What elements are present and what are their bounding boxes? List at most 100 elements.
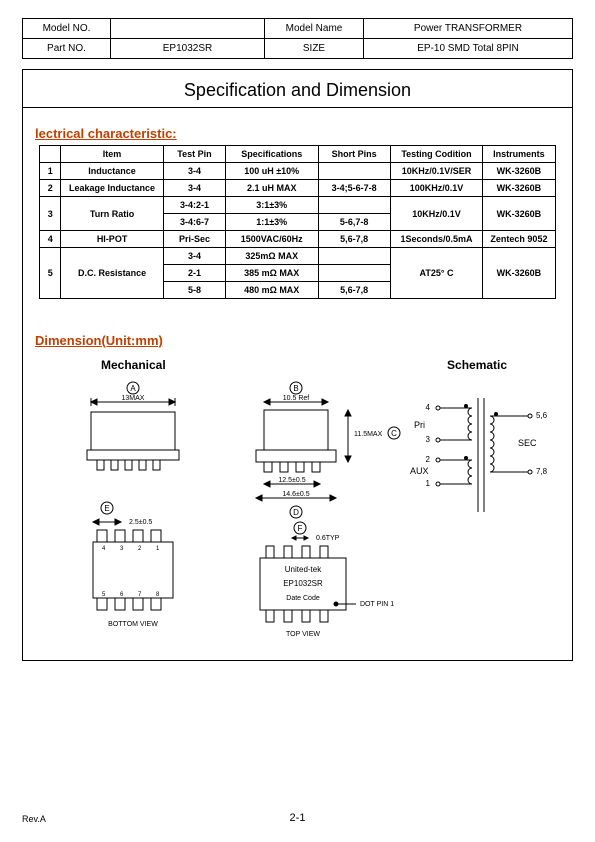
svg-text:United-tek: United-tek <box>285 565 322 574</box>
cell: Turn Ratio <box>61 197 164 231</box>
electrical-heading: lectrical characteristic: <box>35 126 572 141</box>
cell: 5,6-7,8 <box>318 231 390 248</box>
dimension-heading: Dimension(Unit:mm) <box>35 333 572 348</box>
cell: 5-6,7-8 <box>318 214 390 231</box>
svg-text:Date Code: Date Code <box>286 595 320 602</box>
diagram-bcd: B 10.5 Ref 11.5MAX C 12.5±0.5 <box>236 380 406 520</box>
svg-text:SEC: SEC <box>518 438 537 448</box>
cell <box>318 163 390 180</box>
cell: 3-4 <box>164 248 226 265</box>
svg-text:C: C <box>391 429 397 438</box>
cell <box>318 248 390 265</box>
svg-text:6: 6 <box>120 592 124 598</box>
col-num <box>40 146 61 163</box>
svg-text:TOP VIEW: TOP VIEW <box>286 631 320 638</box>
svg-text:1: 1 <box>426 479 431 488</box>
size-value: EP-10 SMD Total 8PIN <box>364 39 573 59</box>
svg-text:4: 4 <box>102 546 106 552</box>
cell: 5 <box>40 248 61 299</box>
svg-text:0.6TYP: 0.6TYP <box>316 535 340 542</box>
svg-text:1: 1 <box>156 546 160 552</box>
cell: WK-3260B <box>483 163 555 180</box>
diagram-f: F 0.6TYP United-tek EP1032SR Date Code <box>236 520 406 640</box>
main-title: Specification and Dimension <box>23 70 572 108</box>
cell: WK-3260B <box>483 197 555 231</box>
mechanical-label: Mechanical <box>41 358 226 372</box>
col-item: Item <box>61 146 164 163</box>
svg-text:E: E <box>105 504 110 513</box>
col-cond: Testing Codition <box>390 146 483 163</box>
cell: 1 <box>40 163 61 180</box>
svg-text:3: 3 <box>120 546 124 552</box>
model-no-value <box>111 19 265 39</box>
main-box: Specification and Dimension lectrical ch… <box>22 69 573 661</box>
svg-text:5,6: 5,6 <box>536 411 548 420</box>
header-table: Model NO. Model Name Power TRANSFORMER P… <box>22 18 573 59</box>
cell: Pri-Sec <box>164 231 226 248</box>
svg-text:12.5±0.5: 12.5±0.5 <box>278 477 305 484</box>
revision: Rev.A <box>22 814 46 824</box>
cell: 3-4:2-1 <box>164 197 226 214</box>
svg-text:10.5 Ref: 10.5 Ref <box>283 395 310 402</box>
cell: Inductance <box>61 163 164 180</box>
svg-text:F: F <box>297 524 302 533</box>
cell <box>318 197 390 214</box>
model-name-value: Power TRANSFORMER <box>364 19 573 39</box>
svg-text:7: 7 <box>138 592 142 598</box>
cell: 5-8 <box>164 282 226 299</box>
svg-text:8: 8 <box>156 592 160 598</box>
svg-text:13MAX: 13MAX <box>122 395 145 402</box>
cell: WK-3260B <box>483 180 555 197</box>
schematic-label: Schematic <box>400 358 554 372</box>
cell: Leakage Inductance <box>61 180 164 197</box>
part-no-value: EP1032SR <box>111 39 265 59</box>
cell: 3-4 <box>164 180 226 197</box>
cell: 3-4 <box>164 163 226 180</box>
svg-text:2: 2 <box>138 546 142 552</box>
cell: 10KHz/0.1V/SER <box>390 163 483 180</box>
svg-text:4: 4 <box>426 403 431 412</box>
size-label: SIZE <box>265 39 364 59</box>
spec-table: Item Test Pin Specifications Short Pins … <box>39 145 555 299</box>
cell: AT25° C <box>390 248 483 299</box>
cell: 325mΩ MAX <box>225 248 318 265</box>
cell: WK-3260B <box>483 248 555 299</box>
cell: 3:1±3% <box>225 197 318 214</box>
svg-text:BOTTOM VIEW: BOTTOM VIEW <box>109 621 159 628</box>
part-no-label: Part NO. <box>23 39 111 59</box>
cell: 100KHz/0.1V <box>390 180 483 197</box>
cell: 480 mΩ MAX <box>225 282 318 299</box>
cell: 4 <box>40 231 61 248</box>
cell: 10KHz/0.1V <box>390 197 483 231</box>
svg-text:Pri: Pri <box>414 420 425 430</box>
svg-text:7,8: 7,8 <box>536 467 548 476</box>
svg-text:DOT PIN 1: DOT PIN 1 <box>360 601 394 608</box>
cell: 3-4:6-7 <box>164 214 226 231</box>
page-number: 2-1 <box>0 812 595 824</box>
svg-text:D: D <box>293 508 299 517</box>
col-spec: Specifications <box>225 146 318 163</box>
cell: D.C. Resistance <box>61 248 164 299</box>
cell: HI-POT <box>61 231 164 248</box>
cell: 2.1 uH MAX <box>225 180 318 197</box>
cell: 100 uH ±10% <box>225 163 318 180</box>
col-short: Short Pins <box>318 146 390 163</box>
svg-text:A: A <box>131 384 137 393</box>
cell: 5,6-7,8 <box>318 282 390 299</box>
cell: 1:1±3% <box>225 214 318 231</box>
model-name-label: Model Name <box>265 19 364 39</box>
diagram-a: A 13MAX <box>63 380 203 490</box>
svg-text:14.6±0.5: 14.6±0.5 <box>282 491 309 498</box>
cell: 1Seconds/0.5mA <box>390 231 483 248</box>
svg-text:AUX: AUX <box>410 466 429 476</box>
col-inst: Instruments <box>483 146 555 163</box>
diagram-row: Mechanical A 13MAX <box>23 352 572 640</box>
cell: Zentech 9052 <box>483 231 555 248</box>
cell: 1500VAC/60Hz <box>225 231 318 248</box>
svg-text:2: 2 <box>426 455 431 464</box>
cell <box>318 265 390 282</box>
svg-text:2.5±0.5: 2.5±0.5 <box>129 519 152 526</box>
svg-text:5: 5 <box>102 592 106 598</box>
cell: 2-1 <box>164 265 226 282</box>
cell: 3 <box>40 197 61 231</box>
